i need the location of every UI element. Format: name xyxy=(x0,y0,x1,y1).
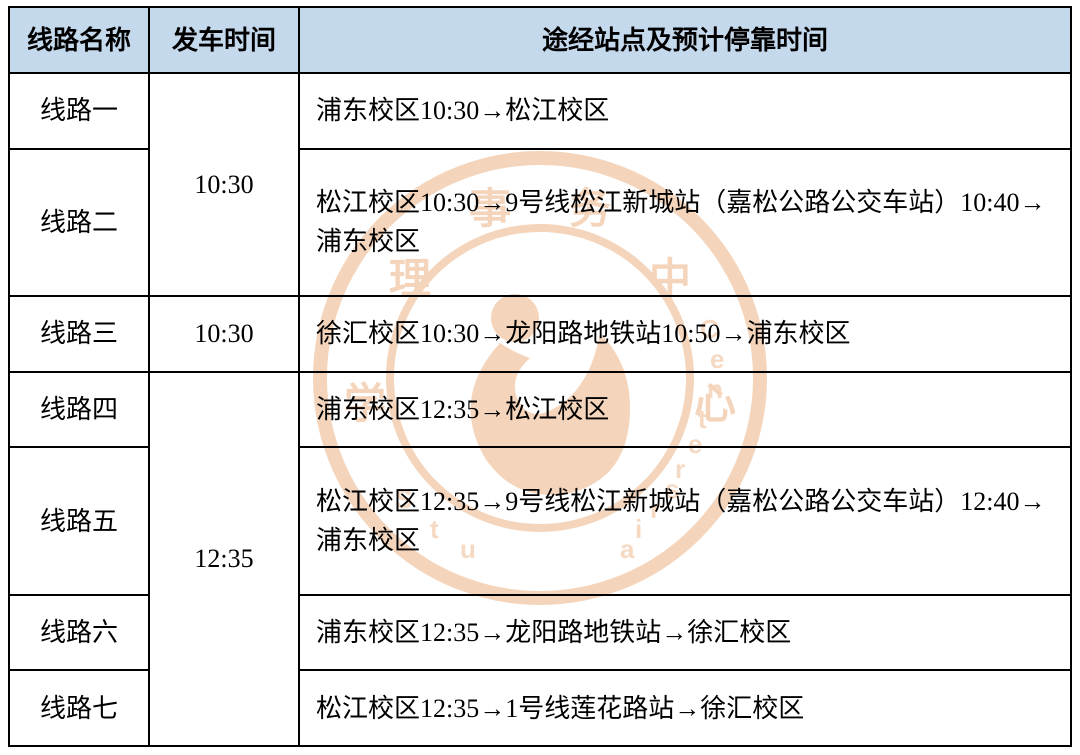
table-row: 线路三 10:30 徐汇校区10:30→龙阳路地铁站10:50→浦东校区 xyxy=(9,296,1071,372)
route-stops: 松江校区12:35→9号线松江新城站（嘉松公路公交车站）12:40→浦东校区 xyxy=(299,447,1071,595)
table-body: 线路一 10:30 浦东校区10:30→松江校区 线路二 松江校区10:30→9… xyxy=(9,73,1071,746)
route-name: 线路三 xyxy=(9,296,149,372)
table-row: 线路一 10:30 浦东校区10:30→松江校区 xyxy=(9,73,1071,149)
route-name: 线路一 xyxy=(9,73,149,149)
route-stops: 浦东校区12:35→松江校区 xyxy=(299,372,1071,448)
route-name: 线路五 xyxy=(9,447,149,595)
departure-time: 12:35 xyxy=(149,372,299,746)
departure-time: 10:30 xyxy=(149,296,299,372)
route-name: 线路四 xyxy=(9,372,149,448)
route-name: 线路六 xyxy=(9,595,149,671)
route-name: 线路七 xyxy=(9,670,149,746)
route-stops: 松江校区10:30→9号线松江新城站（嘉松公路公交车站）10:40→浦东校区 xyxy=(299,149,1071,297)
route-stops: 徐汇校区10:30→龙阳路地铁站10:50→浦东校区 xyxy=(299,296,1071,372)
departure-time: 10:30 xyxy=(149,73,299,296)
col-header-stops: 途经站点及预计停靠时间 xyxy=(299,7,1071,73)
route-stops: 浦东校区12:35→龙阳路地铁站→徐汇校区 xyxy=(299,595,1071,671)
table-header-row: 线路名称 发车时间 途经站点及预计停靠时间 xyxy=(9,7,1071,73)
route-name: 线路二 xyxy=(9,149,149,297)
route-stops: 松江校区12:35→1号线莲花路站→徐汇校区 xyxy=(299,670,1071,746)
col-header-time: 发车时间 xyxy=(149,7,299,73)
table-row: 线路四 12:35 浦东校区12:35→松江校区 xyxy=(9,372,1071,448)
schedule-table-container: 线路名称 发车时间 途经站点及预计停靠时间 线路一 10:30 浦东校区10:3… xyxy=(0,0,1080,755)
col-header-route: 线路名称 xyxy=(9,7,149,73)
schedule-table: 线路名称 发车时间 途经站点及预计停靠时间 线路一 10:30 浦东校区10:3… xyxy=(8,6,1072,747)
route-stops: 浦东校区10:30→松江校区 xyxy=(299,73,1071,149)
